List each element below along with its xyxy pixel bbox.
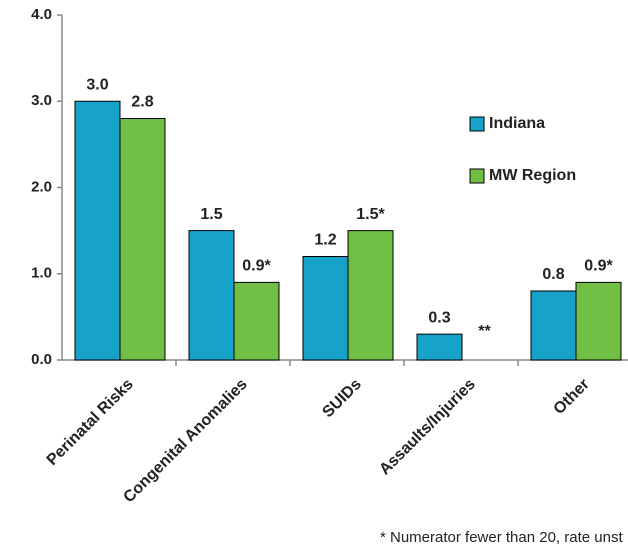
legend-swatch [469,168,485,184]
x-tick-label: Assaults/Injuries [376,376,479,479]
data-label: 2.8 [131,94,153,111]
y-tick-label: 1.0 [31,265,52,282]
bar [119,118,166,361]
x-tick-label: Congenital Anomalies [120,376,250,506]
bar [347,230,394,361]
bar [74,100,121,361]
data-label: 0.8 [542,266,564,283]
y-tick-label: 4.0 [31,6,52,23]
bar [530,290,577,361]
bar [302,256,349,361]
bar [188,230,235,361]
legend-swatch [469,116,485,132]
data-label: 1.5 [200,206,222,223]
x-tick-label: SUIDs [319,376,364,421]
data-label: 1.2 [314,232,336,249]
data-label: 0.9* [242,258,271,275]
y-tick-label: 3.0 [31,92,52,109]
footnote: * Numerator fewer than 20, rate unst [380,529,623,546]
x-tick-label: Perinatal Risks [44,376,137,469]
x-tick-label: Other [551,376,593,418]
bar [575,281,622,361]
y-tick-label: 2.0 [31,178,52,195]
data-label: 3.0 [86,76,108,93]
y-tick-label: 0.0 [31,351,52,368]
bar [233,281,280,361]
legend-label: Indiana [489,115,545,132]
data-label: 1.5* [356,206,385,223]
legend-label: MW Region [489,167,576,184]
data-label: 0.9* [584,258,613,275]
data-label: ** [478,323,491,340]
bar [416,333,463,361]
data-label: 0.3 [428,309,450,326]
